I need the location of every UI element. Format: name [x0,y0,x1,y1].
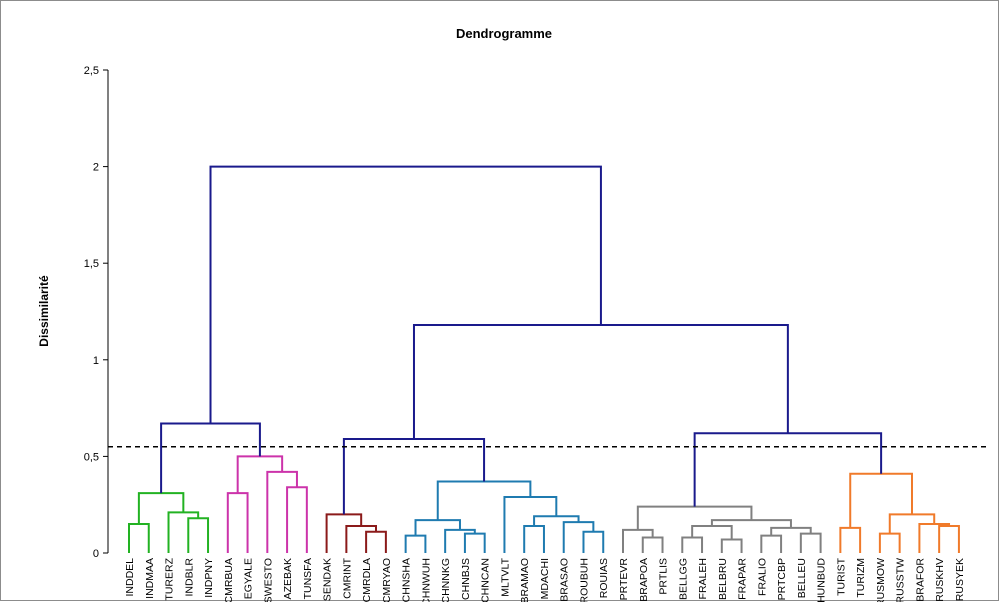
leaf-label: ROUIAS [598,558,610,598]
leaf-label: ROUBUH [578,558,590,602]
leaf-label: PRTLIS [658,558,670,595]
leaf-label: BELBRU [717,558,729,600]
leaf-label: CHNWUH [420,558,432,602]
leaf-label: CMRDLA [361,558,373,602]
leaf-label: BRASAO [559,558,571,602]
leaf-label: RUSMOW [875,558,887,602]
leaf-label: TURERZ [164,557,176,600]
y-tick-label: 2,5 [84,65,99,77]
leaf-label: BRAPOA [638,558,650,602]
dendrogram-links [128,165,960,553]
dendrogram-link [209,165,602,424]
leaf-label: CHNNKG [440,558,452,602]
leaf-label: SENDAK [322,558,334,601]
leaf-label: CHNBJS [460,558,472,600]
leaf-label: BRAFOR [914,558,926,602]
leaf-label: TUNSFA [302,558,314,599]
leaf-label: HUNBUD [816,558,828,602]
leaf-label: CHNCAN [480,558,492,602]
y-tick-label: 0,5 [84,451,99,463]
leaf-label: CMRYAO [381,558,393,602]
leaf-label: CMRINT [341,557,353,598]
leaf-label: MDACHI [539,558,551,599]
leaf-label: BELLGG [677,558,689,600]
leaf-label: BRAMAO [519,558,531,602]
leaf-label: FRALIO [756,558,768,596]
y-tick-label: 1 [93,355,99,367]
y-axis: 0 0,5 1 1,5 2 2,5 [84,65,109,560]
leaf-label: INDBLR [183,558,195,597]
leaf-label: TURIST [835,557,847,596]
leaf-label: CHNSHA [401,558,413,602]
leaf-label: PRTCBP [776,558,788,600]
leaf-label: INDPNY [203,558,215,598]
leaf-label: EGYALE [243,558,255,599]
leaf-label: MLTVLT [499,557,511,596]
leaf-label: AZEBAK [282,558,294,599]
leaf-label: INDDEL [124,558,136,597]
y-tick-label: 1,5 [84,258,99,270]
leaf-label: SWESTO [262,558,274,602]
y-tick-label: 2 [93,162,99,174]
leaf-label: FRAPAR [737,558,749,600]
y-tick-label: 0 [93,548,99,560]
leaf-label: BELLEU [796,558,808,598]
leaf-label: RUSSTW [895,558,907,602]
leaf-label: PRTEVR [618,558,630,601]
y-axis-label: Dissimilarité [37,275,51,347]
leaf-label: INDMAA [144,558,156,599]
leaf-label: RUSKHV [934,558,946,602]
leaf-labels: INDDEL INDMAA TURERZ INDBLR INDPNY CMRBUA EGYA… [124,557,966,602]
leaf-label: TURIZM [855,558,867,598]
chart-title: Dendrogramme [456,26,552,41]
leaf-label: CMRBUA [223,558,235,602]
leaf-label: FRALEH [697,558,709,599]
leaf-label: RUSYEK [954,558,966,601]
